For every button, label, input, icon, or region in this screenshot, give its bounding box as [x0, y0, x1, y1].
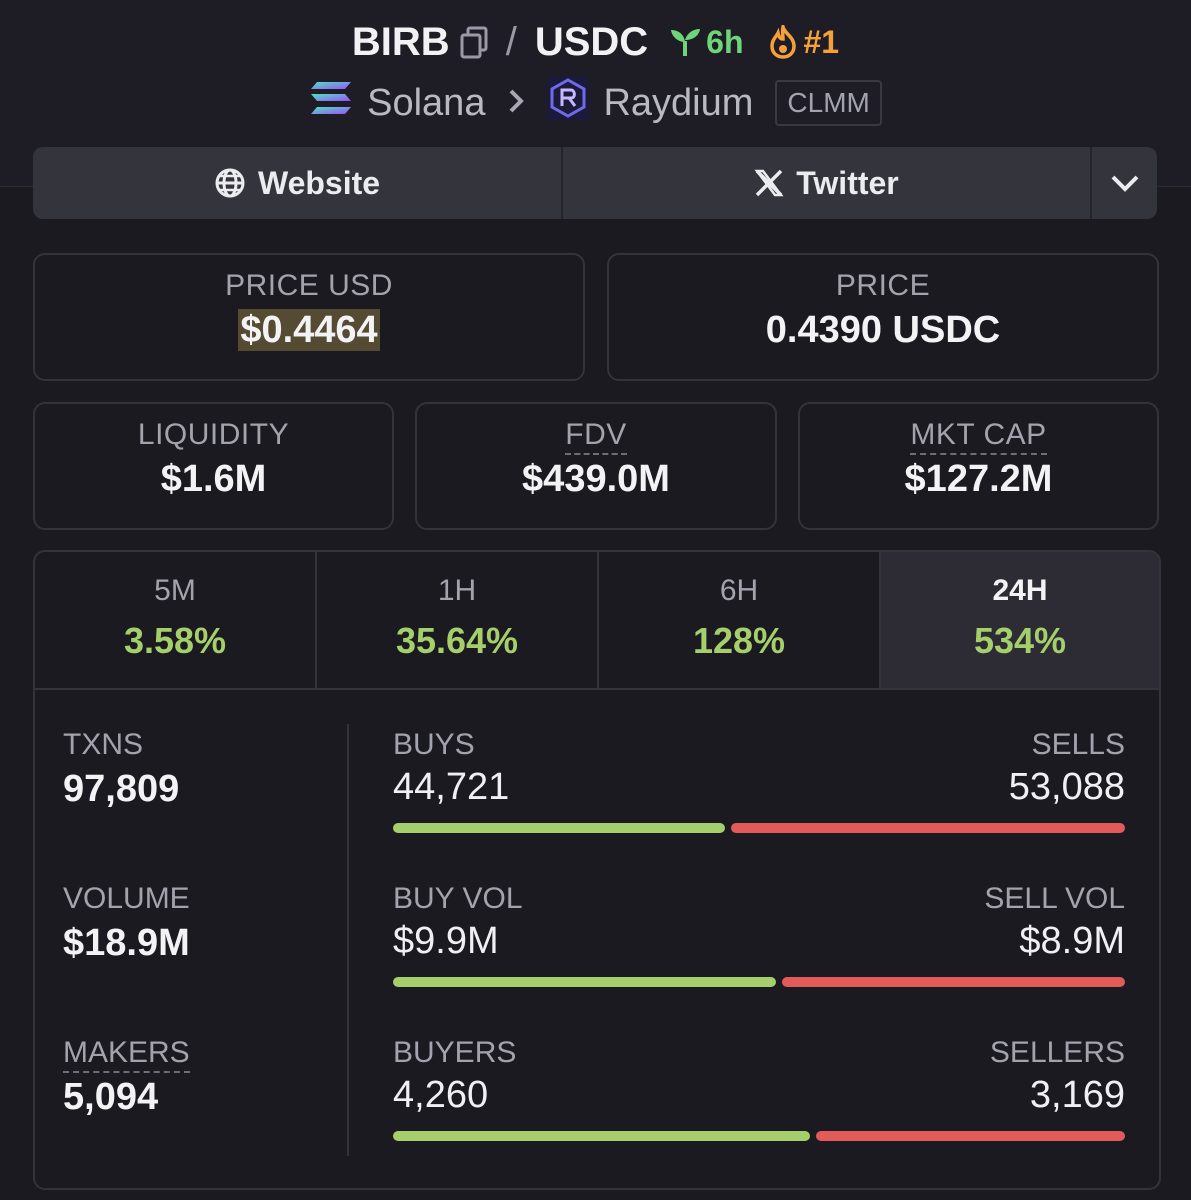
- pool-type-badge: CLMM: [775, 80, 882, 126]
- timeframe-tabs: 5M 3.58% 1H 35.64% 6H 128% 24H 534%: [35, 552, 1159, 690]
- solana-logo-icon: [309, 80, 353, 126]
- buys-bar: [393, 823, 725, 833]
- volume-label: VOLUME: [63, 882, 190, 915]
- sprout-icon: [671, 29, 701, 56]
- base-token: BIRB: [351, 19, 450, 64]
- sell-volume-bar: [782, 977, 1125, 987]
- liquidity-value: $1.6M: [160, 458, 267, 500]
- pair-header: BIRB / USDC 6h #1: [0, 14, 1191, 70]
- trending-rank[interactable]: #1: [768, 23, 840, 61]
- chain-name[interactable]: Solana: [367, 81, 486, 124]
- raydium-logo-icon: [547, 76, 590, 130]
- website-button[interactable]: Website: [33, 147, 563, 219]
- tab-change: 128%: [692, 620, 786, 661]
- buyers-value: 4,260: [393, 1074, 489, 1116]
- buy-volume-bar: [393, 977, 776, 987]
- tab-1h[interactable]: 1H 35.64%: [317, 552, 599, 688]
- social-links-bar: Website Twitter: [33, 147, 1157, 219]
- tab-6h[interactable]: 6H 128%: [599, 552, 881, 688]
- stats-panel: 5M 3.58% 1H 35.64% 6H 128% 24H 534% TXNS…: [33, 550, 1161, 1190]
- twitter-button[interactable]: Twitter: [563, 147, 1092, 219]
- makers-label: MAKERS: [63, 1036, 190, 1073]
- sells-label: SELLS: [1031, 728, 1125, 761]
- makers-metric[interactable]: MAKERS 5,094: [63, 1036, 190, 1119]
- price-native-card: PRICE 0.4390 USDC: [607, 253, 1159, 381]
- txns-value: 97,809: [63, 768, 180, 810]
- txns-metric: TXNS 97,809: [63, 728, 179, 811]
- buyers-sellers-row: BUYERS 4,260 SELLERS 3,169: [393, 1036, 1125, 1141]
- price-native-value: 0.4390 USDC: [765, 309, 1001, 351]
- flame-icon: [769, 25, 796, 59]
- fdv-card[interactable]: FDV $439.0M: [415, 402, 777, 530]
- sells-value: 53,088: [1008, 766, 1125, 808]
- fdv-value: $439.0M: [522, 458, 670, 500]
- txns-label: TXNS: [63, 728, 144, 761]
- tab-label: 6H: [719, 574, 759, 607]
- twitter-label: Twitter: [796, 164, 899, 201]
- x-logo-icon: [754, 169, 784, 197]
- buys-value: 44,721: [393, 766, 510, 808]
- tab-change: 35.64%: [395, 620, 519, 661]
- tab-5m[interactable]: 5M 3.58%: [35, 552, 317, 688]
- fdv-label: FDV: [565, 418, 627, 455]
- sell-volume-value: $8.9M: [1019, 920, 1125, 962]
- website-label: Website: [257, 164, 381, 201]
- sellers-value: 3,169: [1029, 1074, 1125, 1116]
- buy-sell-volume-row: BUY VOL $9.9M SELL VOL $8.9M: [393, 882, 1125, 987]
- dex-name[interactable]: Raydium: [603, 81, 754, 124]
- tab-change: 534%: [973, 620, 1067, 661]
- copy-icon[interactable]: [460, 25, 488, 59]
- sellers-label: SELLERS: [989, 1036, 1125, 1069]
- pair-age: 6h: [668, 23, 744, 61]
- sellers-bar: [816, 1131, 1125, 1141]
- price-native-label: PRICE: [835, 269, 931, 302]
- liquidity-label: LIQUIDITY: [137, 418, 290, 451]
- buy-volume-value: $9.9M: [393, 920, 499, 962]
- trending-rank-value: #1: [803, 23, 840, 60]
- volume-value: $18.9M: [63, 922, 190, 964]
- market-cap-value: $127.2M: [904, 458, 1053, 500]
- buys-label: BUYS: [393, 728, 475, 761]
- pair-separator: /: [505, 19, 517, 64]
- buyers-sellers-bar: [393, 1131, 1125, 1141]
- chevron-down-icon: [1111, 175, 1138, 192]
- tab-label: 1H: [437, 574, 477, 607]
- market-cap-label: MKT CAP: [910, 418, 1047, 455]
- buy-volume-label: BUY VOL: [393, 882, 523, 915]
- tab-label: 5M: [154, 574, 196, 607]
- buys-sells-bar: [393, 823, 1125, 833]
- tab-label: 24H: [992, 574, 1048, 607]
- pair-age-value: 6h: [706, 23, 744, 60]
- quote-token: USDC: [534, 19, 649, 64]
- tab-24h[interactable]: 24H 534%: [881, 552, 1159, 688]
- chain-dex-row: Solana Raydium CLMM: [0, 76, 1191, 130]
- buys-sells-row: BUYS 44,721 SELLS 53,088: [393, 728, 1125, 833]
- volume-metric: VOLUME $18.9M: [63, 882, 190, 965]
- chevron-right-icon: [507, 84, 525, 123]
- price-usd-label: PRICE USD: [225, 269, 393, 302]
- column-divider: [347, 724, 349, 1156]
- buyers-label: BUYERS: [393, 1036, 517, 1069]
- activity-grid: TXNS 97,809 VOLUME $18.9M MAKERS 5,094 B…: [35, 690, 1159, 1188]
- tab-change: 3.58%: [123, 620, 227, 661]
- makers-value: 5,094: [63, 1076, 159, 1118]
- globe-icon: [215, 168, 245, 198]
- market-cap-card[interactable]: MKT CAP $127.2M: [798, 402, 1159, 530]
- volume-bar: [393, 977, 1125, 987]
- price-usd-value: $0.4464: [238, 309, 380, 351]
- buyers-bar: [393, 1131, 810, 1141]
- liquidity-card: LIQUIDITY $1.6M: [33, 402, 394, 530]
- sells-bar: [731, 823, 1125, 833]
- more-links-button[interactable]: [1092, 147, 1157, 219]
- price-usd-card: PRICE USD $0.4464: [33, 253, 585, 381]
- sell-volume-label: SELL VOL: [984, 882, 1125, 915]
